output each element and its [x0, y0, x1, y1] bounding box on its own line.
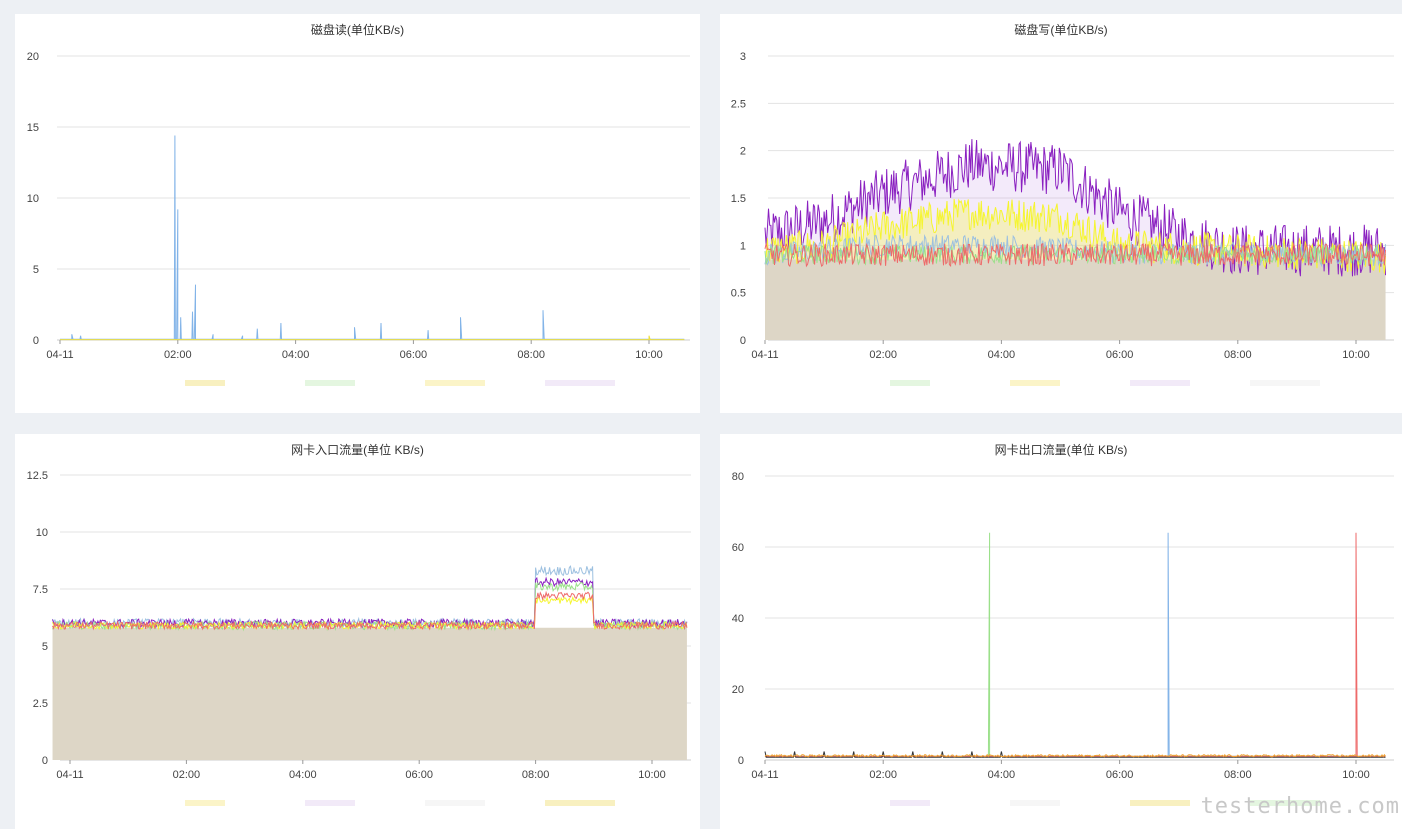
x-tick-label: 10:00 — [1342, 769, 1370, 781]
area-fill — [765, 259, 1386, 340]
chart-svg: 网卡出口流量(单位 KB/s) 0 20 40 60 80 04-11 02:00 04:00 0… — [732, 442, 1394, 806]
series-line — [764, 242, 1386, 268]
y-tick-label: 0 — [42, 755, 48, 767]
x-tick-label: 04-11 — [751, 769, 778, 781]
legend-swatch — [185, 380, 225, 386]
legend-swatch — [890, 800, 930, 806]
chart-svg: 磁盘写(单位KB/s) 0 0.5 1 1.5 2 2.5 3 04-11 02:00 04:00 0… — [731, 22, 1394, 386]
y-tick-label: 7.5 — [33, 584, 48, 596]
series-line — [764, 139, 1386, 277]
x-tick-label: 08:00 — [1224, 349, 1252, 361]
legend-swatch — [1130, 800, 1190, 806]
chart-title: 磁盘写(单位KB/s) — [1014, 22, 1107, 37]
legend-swatch — [545, 380, 615, 386]
x-tick-label: 04-11 — [751, 349, 778, 361]
y-tick-label: 0 — [33, 335, 39, 347]
x-tick-label: 06:00 — [1106, 769, 1134, 781]
legend-swatch — [1250, 380, 1320, 386]
x-tick-label: 10:00 — [1342, 349, 1370, 361]
y-tick-label: 20 — [27, 51, 39, 63]
chart-panel-net-in: 网卡入口流量(单位 KB/s) 0 2.5 5 7.5 10 12.5 04-11 02:00 0… — [15, 434, 700, 829]
chart-title: 网卡出口流量(单位 KB/s) — [995, 442, 1128, 457]
series-line — [60, 335, 685, 341]
x-tick-label: 08:00 — [522, 769, 550, 781]
y-tick-label: 20 — [732, 684, 744, 696]
x-tick-label: 02:00 — [173, 769, 201, 781]
x-tick-label: 02:00 — [869, 349, 897, 361]
series-fill — [765, 139, 1386, 277]
chart-title: 磁盘读(单位KB/s) — [311, 22, 404, 37]
y-tick-label: 0.5 — [731, 288, 746, 300]
series-line — [764, 753, 1386, 758]
x-tick-label: 06:00 — [1106, 349, 1134, 361]
watermark: testerhome.com — [1200, 794, 1400, 819]
chart-panel-net-out: 网卡出口流量(单位 KB/s) 0 20 40 60 80 04-11 02:00 04:00 0… — [720, 434, 1402, 829]
y-tick-label: 15 — [27, 122, 39, 134]
y-tick-label: 1.5 — [731, 193, 746, 205]
series-line — [52, 590, 688, 631]
legend-swatch — [185, 800, 225, 806]
x-tick-label: 08:00 — [517, 349, 545, 361]
y-tick-label: 12.5 — [27, 470, 48, 482]
y-tick-label: 5 — [33, 264, 39, 276]
legend-swatch — [1010, 800, 1060, 806]
area-fill — [52, 627, 687, 760]
legend-swatch — [425, 800, 485, 806]
y-tick-label: 0 — [738, 755, 744, 767]
legend-swatch — [890, 380, 930, 386]
legend-swatch — [305, 800, 355, 806]
y-tick-label: 5 — [42, 641, 48, 653]
y-tick-label: 40 — [732, 613, 744, 625]
y-tick-label: 10 — [36, 527, 48, 539]
series-line — [52, 581, 688, 632]
series-line — [765, 532, 1386, 757]
y-tick-label: 1 — [740, 240, 746, 252]
chart-panel-disk-write: 磁盘写(单位KB/s) 0 0.5 1 1.5 2 2.5 3 04-11 02:00 04:00 0… — [720, 14, 1402, 413]
series-line — [60, 135, 685, 340]
chart-svg: 磁盘读(单位KB/s) 0 5 10 15 20 04-11 02:00 04:00 06:00 0… — [27, 22, 690, 386]
y-tick-label: 60 — [732, 542, 744, 554]
legend-swatch — [1130, 380, 1190, 386]
y-tick-label: 2.5 — [731, 98, 746, 110]
x-tick-label: 04:00 — [282, 349, 310, 361]
series-line — [765, 532, 1386, 757]
x-tick-label: 10:00 — [638, 769, 666, 781]
x-tick-label: 08:00 — [1224, 769, 1252, 781]
legend-swatch — [545, 800, 615, 806]
y-tick-label: 0 — [740, 335, 746, 347]
y-tick-label: 3 — [740, 51, 746, 63]
y-tick-label: 80 — [732, 471, 744, 483]
x-tick-label: 06:00 — [405, 769, 433, 781]
x-tick-label: 04:00 — [289, 769, 317, 781]
x-tick-label: 04-11 — [46, 349, 73, 361]
chart-title: 网卡入口流量(单位 KB/s) — [291, 442, 424, 457]
legend-swatch — [305, 380, 355, 386]
y-tick-label: 10 — [27, 193, 39, 205]
x-tick-label: 04:00 — [988, 349, 1016, 361]
legend-swatch — [1010, 380, 1060, 386]
legend-swatch — [1250, 800, 1320, 806]
series-line — [52, 595, 688, 631]
x-tick-label: 02:00 — [164, 349, 192, 361]
y-tick-label: 2 — [740, 146, 746, 158]
series-line — [765, 532, 1386, 757]
legend-swatch — [425, 380, 485, 386]
x-tick-label: 06:00 — [400, 349, 428, 361]
x-tick-label: 04-11 — [56, 769, 83, 781]
x-tick-label: 10:00 — [635, 349, 663, 361]
series-line — [764, 751, 1386, 758]
series-line — [764, 234, 1386, 268]
y-tick-label: 2.5 — [33, 698, 48, 710]
chart-panel-disk-read: 磁盘读(单位KB/s) 0 5 10 15 20 04-11 02:00 04:00 06:00 0… — [15, 14, 700, 413]
chart-svg: 网卡入口流量(单位 KB/s) 0 2.5 5 7.5 10 12.5 04-11 02:00 0… — [27, 442, 691, 806]
x-tick-label: 04:00 — [988, 769, 1016, 781]
x-tick-label: 02:00 — [869, 769, 897, 781]
